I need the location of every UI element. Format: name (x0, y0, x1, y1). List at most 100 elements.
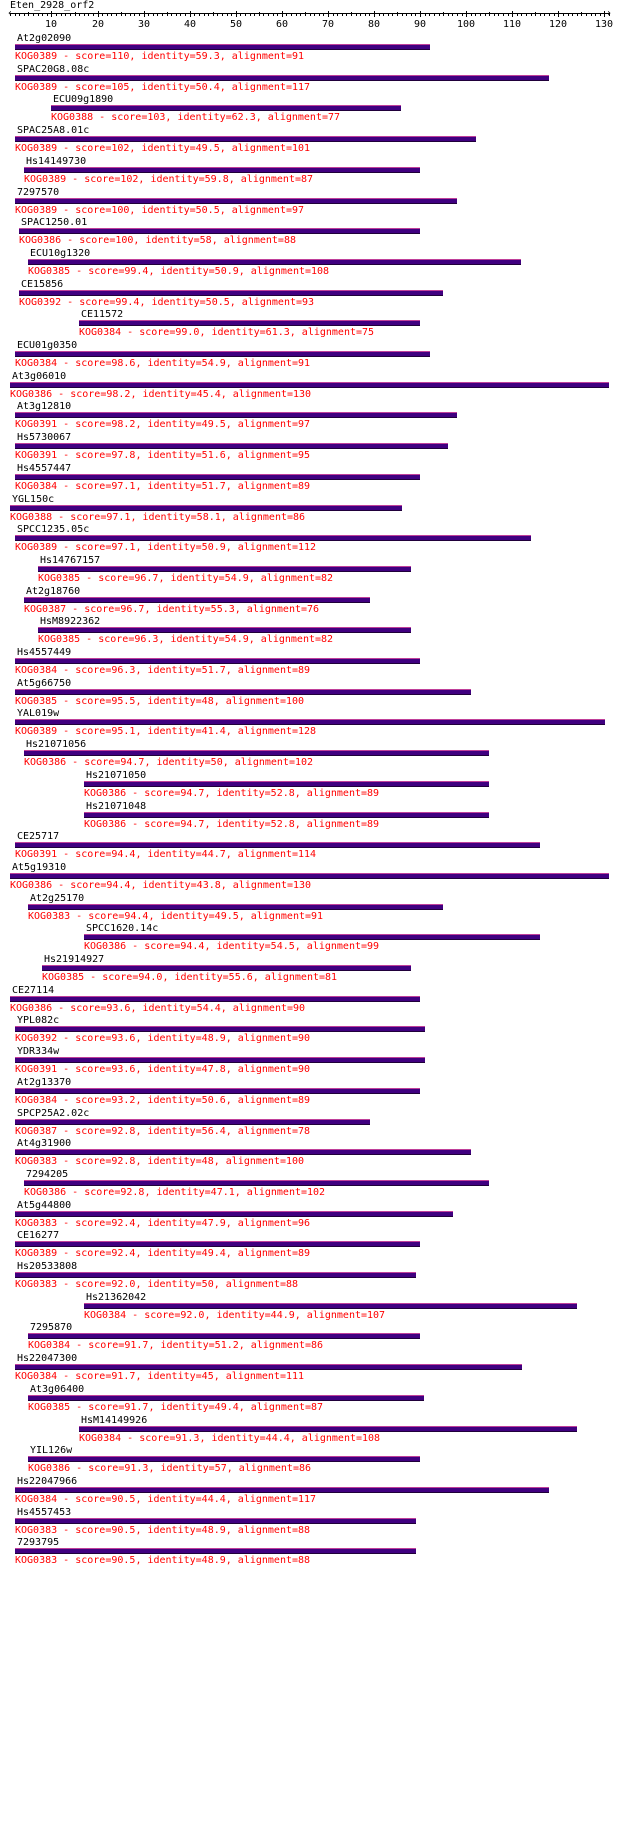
alignment-bar[interactable] (15, 351, 430, 357)
hit-info[interactable]: KOG0384 - score=99.0, identity=61.3, ali… (79, 327, 374, 338)
hit-name[interactable]: Hs5730067 (17, 432, 72, 443)
hit-info[interactable]: KOG0386 - score=94.7, identity=50, align… (24, 757, 313, 768)
hit-info[interactable]: KOG0384 - score=96.3, identity=51.7, ali… (15, 665, 310, 676)
alignment-bar[interactable] (28, 1456, 420, 1462)
hit-name[interactable]: YPL082c (17, 1015, 60, 1026)
hit-name[interactable]: CE27114 (12, 985, 55, 996)
alignment-bar[interactable] (15, 443, 448, 449)
alignment-bar[interactable] (15, 689, 471, 695)
hit-name[interactable]: CE16277 (17, 1230, 60, 1241)
hit-info[interactable]: KOG0389 - score=95.1, identity=41.4, ali… (15, 726, 316, 737)
hit-info[interactable]: KOG0386 - score=94.4, identity=43.8, ali… (10, 880, 311, 891)
alignment-bar[interactable] (10, 382, 609, 388)
alignment-bar[interactable] (79, 1426, 577, 1432)
alignment-bar[interactable] (15, 412, 457, 418)
alignment-bar[interactable] (15, 1057, 425, 1063)
hit-name[interactable]: ECU01g0350 (17, 340, 78, 351)
hit-name[interactable]: Hs4557447 (17, 463, 72, 474)
alignment-bar[interactable] (84, 781, 489, 787)
alignment-bar[interactable] (84, 1303, 577, 1309)
hit-name[interactable]: 7297570 (17, 187, 60, 198)
hit-name[interactable]: CE11572 (81, 309, 124, 320)
hit-info[interactable]: KOG0385 - score=96.7, identity=54.9, ali… (38, 573, 333, 584)
hit-info[interactable]: KOG0386 - score=98.2, identity=45.4, ali… (10, 389, 311, 400)
hit-info[interactable]: KOG0383 - score=92.4, identity=47.9, ali… (15, 1218, 310, 1229)
hit-info[interactable]: KOG0386 - score=94.7, identity=52.8, ali… (84, 819, 379, 830)
alignment-bar[interactable] (15, 1548, 416, 1554)
hit-name[interactable]: 7293795 (17, 1537, 60, 1548)
alignment-bar[interactable] (38, 627, 411, 633)
hit-info[interactable]: KOG0385 - score=91.7, identity=49.4, ali… (28, 1402, 323, 1413)
hit-name[interactable]: At2g13370 (17, 1077, 72, 1088)
alignment-bar[interactable] (15, 1518, 416, 1524)
hit-info[interactable]: KOG0383 - score=90.5, identity=48.9, ali… (15, 1555, 310, 1566)
hit-info[interactable]: KOG0387 - score=92.8, identity=56.4, ali… (15, 1126, 310, 1137)
hit-info[interactable]: KOG0389 - score=100, identity=50.5, alig… (15, 205, 304, 216)
hit-info[interactable]: KOG0389 - score=102, identity=59.8, alig… (24, 174, 313, 185)
hit-name[interactable]: HsM14149926 (81, 1415, 148, 1426)
hit-info[interactable]: KOG0388 - score=103, identity=62.3, alig… (51, 112, 340, 123)
hit-name[interactable]: SPAC1250.01 (21, 217, 88, 228)
alignment-bar[interactable] (15, 1119, 370, 1125)
hit-info[interactable]: KOG0383 - score=94.4, identity=49.5, ali… (28, 911, 323, 922)
hit-name[interactable]: At3g06010 (12, 371, 67, 382)
hit-info[interactable]: KOG0392 - score=93.6, identity=48.9, ali… (15, 1033, 310, 1044)
hit-info[interactable]: KOG0386 - score=94.7, identity=52.8, ali… (84, 788, 379, 799)
hit-info[interactable]: KOG0384 - score=92.0, identity=44.9, ali… (84, 1310, 385, 1321)
hit-info[interactable]: KOG0389 - score=92.4, identity=49.4, ali… (15, 1248, 310, 1259)
hit-name[interactable]: At5g66750 (17, 678, 72, 689)
hit-name[interactable]: Hs4557449 (17, 647, 72, 658)
alignment-bar[interactable] (10, 873, 609, 879)
hit-info[interactable]: KOG0389 - score=102, identity=49.5, alig… (15, 143, 310, 154)
hit-name[interactable]: YGL150c (12, 494, 55, 505)
hit-name[interactable]: Hs21362042 (86, 1292, 147, 1303)
alignment-bar[interactable] (28, 1395, 424, 1401)
hit-name[interactable]: ECU10g1320 (30, 248, 91, 259)
hit-info[interactable]: KOG0383 - score=92.8, identity=48, align… (15, 1156, 304, 1167)
hit-name[interactable]: CE15856 (21, 279, 64, 290)
hit-name[interactable]: SPAC25A8.01c (17, 125, 90, 136)
alignment-bar[interactable] (19, 290, 443, 296)
hit-name[interactable]: Hs22047300 (17, 1353, 78, 1364)
hit-info[interactable]: KOG0383 - score=92.0, identity=50, align… (15, 1279, 298, 1290)
alignment-bar[interactable] (38, 566, 411, 572)
hit-info[interactable]: KOG0386 - score=93.6, identity=54.4, ali… (10, 1003, 305, 1014)
alignment-bar[interactable] (79, 320, 420, 326)
alignment-bar[interactable] (15, 75, 549, 81)
hit-name[interactable]: CE25717 (17, 831, 60, 842)
alignment-bar[interactable] (15, 1272, 416, 1278)
hit-name[interactable]: Hs22047966 (17, 1476, 78, 1487)
hit-info[interactable]: KOG0389 - score=105, identity=50.4, alig… (15, 82, 310, 93)
hit-name[interactable]: YAL019w (17, 708, 60, 719)
hit-info[interactable]: KOG0392 - score=99.4, identity=50.5, ali… (19, 297, 314, 308)
hit-info[interactable]: KOG0391 - score=98.2, identity=49.5, ali… (15, 419, 310, 430)
hit-info[interactable]: KOG0386 - score=100, identity=58, alignm… (19, 235, 296, 246)
hit-name[interactable]: Hs21071056 (26, 739, 87, 750)
hit-info[interactable]: KOG0384 - score=91.7, identity=45, align… (15, 1371, 304, 1382)
alignment-bar[interactable] (15, 1487, 549, 1493)
alignment-bar[interactable] (24, 597, 370, 603)
hit-name[interactable]: At5g44800 (17, 1200, 72, 1211)
alignment-bar[interactable] (28, 904, 443, 910)
hit-name[interactable]: HsM8922362 (40, 616, 101, 627)
alignment-bar[interactable] (15, 136, 476, 142)
alignment-bar[interactable] (19, 228, 420, 234)
hit-name[interactable]: Hs20533808 (17, 1261, 78, 1272)
alignment-bar[interactable] (28, 259, 521, 265)
hit-info[interactable]: KOG0386 - score=91.3, identity=57, align… (28, 1463, 311, 1474)
alignment-bar[interactable] (42, 965, 411, 971)
alignment-bar[interactable] (15, 658, 420, 664)
alignment-bar[interactable] (15, 719, 605, 725)
hit-info[interactable]: KOG0385 - score=96.3, identity=54.9, ali… (38, 634, 333, 645)
alignment-bar[interactable] (51, 105, 401, 111)
alignment-bar[interactable] (15, 474, 420, 480)
hit-name[interactable]: ECU09g1890 (53, 94, 114, 105)
hit-info[interactable]: KOG0384 - score=91.3, identity=44.4, ali… (79, 1433, 380, 1444)
hit-name[interactable]: SPCC1235.05c (17, 524, 90, 535)
hit-name[interactable]: At2g18760 (26, 586, 81, 597)
alignment-bar[interactable] (15, 44, 430, 50)
hit-name[interactable]: At3g12810 (17, 401, 72, 412)
hit-info[interactable]: KOG0384 - score=91.7, identity=51.2, ali… (28, 1340, 323, 1351)
alignment-bar[interactable] (84, 934, 540, 940)
alignment-bar[interactable] (15, 198, 457, 204)
